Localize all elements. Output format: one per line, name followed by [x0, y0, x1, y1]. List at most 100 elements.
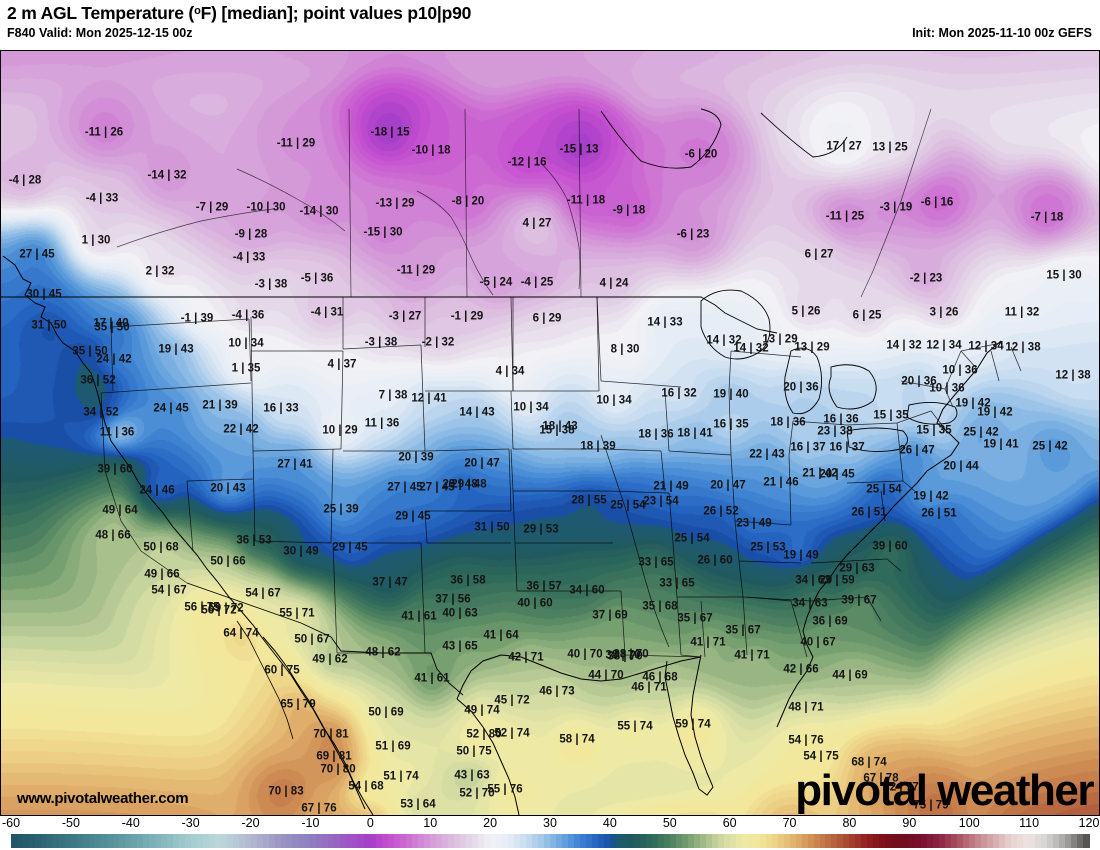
colorbar-segment [975, 834, 982, 848]
colorbar-segment [639, 834, 647, 848]
colorbar-segment [687, 834, 695, 848]
point-value-label: 12 | 34 [926, 339, 962, 352]
colorbar-segment [496, 834, 503, 848]
state-border [250, 316, 254, 452]
point-value-label: 55 | 74 [617, 720, 653, 733]
point-value-label: 29 | 48 [442, 478, 478, 491]
state-border [510, 390, 514, 450]
point-value-label: 34 | 60 [569, 584, 605, 597]
point-value-label: 37 | 69 [592, 609, 628, 622]
colorbar-segment [304, 834, 312, 848]
lake-michigan [784, 347, 822, 415]
colorbar-segment [472, 834, 479, 848]
colorbar-segment [94, 834, 102, 848]
point-value-label: 40 | 63 [442, 607, 478, 620]
point-value-label: 35 | 67 [725, 624, 761, 637]
state-border [990, 350, 1000, 382]
colorbar-segment [532, 834, 539, 848]
hudson-bay-east [760, 112, 848, 158]
point-value-label: -9 | 28 [234, 228, 268, 241]
colorbar-segment [555, 834, 563, 848]
province-border-ab-sk [348, 108, 352, 298]
point-value-label: 40 | 70 [567, 648, 603, 661]
point-value-label: -5 | 36 [300, 272, 334, 285]
colorbar-tick-90: 90 [902, 816, 917, 830]
point-value-label: 15 | 30 [1046, 269, 1082, 282]
point-value-label: 22 | 43 [749, 448, 785, 461]
state-border [788, 454, 792, 526]
colorbar-segment [1077, 834, 1084, 848]
colorbar-segment [418, 834, 425, 848]
colorbar-segment [1029, 834, 1036, 848]
colorbar-segment [783, 834, 791, 848]
point-value-label: -14 | 30 [299, 205, 339, 218]
point-value-label: 15 | 38 [539, 424, 575, 437]
point-value-label: 10 | 34 [596, 394, 632, 407]
point-value-label: 30 | 49 [283, 545, 319, 558]
point-value-label: 48 | 62 [365, 646, 401, 659]
colorbar-segment [502, 834, 509, 848]
colorbar-tick-60: 60 [722, 816, 737, 830]
point-value-label: 60 | 75 [264, 664, 300, 677]
point-value-label: 19 | 42 [955, 397, 991, 410]
state-border [728, 350, 732, 392]
point-value-label: 36 | 52 [80, 374, 116, 387]
point-value-label: -11 | 29 [276, 137, 316, 150]
colorbar-segment [591, 834, 599, 848]
colorbar-segment [825, 834, 833, 848]
lake-winnipeg [416, 190, 494, 296]
point-value-label: 12 | 34 [968, 340, 1004, 353]
colorbar-segment [70, 834, 78, 848]
point-value-label: 20 | 47 [710, 479, 746, 492]
state-border [420, 542, 426, 654]
point-value-label: 39 | 60 [97, 463, 133, 476]
colorbar-segment [484, 834, 491, 848]
point-value-label: 70 | 80 [320, 763, 356, 776]
colorbar-segment [526, 834, 533, 848]
colorbar-segment [807, 834, 815, 848]
point-value-label: 67 | 78 [863, 772, 899, 785]
point-value-label: -4 | 33 [85, 192, 119, 205]
colorbar-segment [579, 834, 587, 848]
colorbar-segment [322, 834, 329, 848]
point-value-label: 10 | 36 [942, 364, 978, 377]
colorbar-segment [202, 834, 210, 848]
point-value-label: 18 | 36 [638, 428, 674, 441]
point-value-label: 49 | 66 [144, 568, 180, 581]
point-value-label: 10 | 34 [513, 401, 549, 414]
point-value-label: 43 | 65 [442, 640, 478, 653]
point-value-label: 12 | 38 [1055, 369, 1091, 382]
point-value-label: 35 | 50 [94, 321, 130, 334]
colorbar-segment [388, 834, 395, 848]
colorbar-segment [148, 834, 156, 848]
state-border [514, 542, 518, 592]
state-border [902, 480, 918, 494]
point-value-label: 23 | 49 [736, 517, 772, 530]
point-value-label: 58 | 74 [559, 733, 595, 746]
state-border [900, 380, 946, 390]
colorbar-segment [603, 834, 611, 848]
colorbar-segment [867, 834, 874, 848]
state-border [896, 410, 932, 424]
colorbar-segment [795, 834, 803, 848]
point-value-label: 26 | 51 [921, 507, 957, 520]
colorbar-segment [843, 834, 851, 848]
state-border [596, 296, 602, 382]
weather-map[interactable]: -4 | 28 -11 | 26 -4 | 33 -14 | 32 -7 | 29 -10… [0, 50, 1100, 816]
colorbar-segment [663, 834, 671, 848]
point-value-label: 25 | 42 [963, 426, 999, 439]
point-value-label: 46 | 73 [539, 685, 575, 698]
state-border [880, 490, 886, 522]
point-value-label: -11 | 26 [84, 126, 124, 139]
point-value-label: 20 | 43 [210, 482, 246, 495]
point-value-label: 24 | 42 [96, 353, 132, 366]
state-border [424, 510, 428, 544]
point-value-label: 13 | 25 [872, 141, 908, 154]
colorbar-tick-40: 40 [602, 816, 617, 830]
point-value-label: 16 | 33 [263, 402, 299, 415]
colorbar-segment [256, 834, 264, 848]
colorbar-segment [969, 834, 976, 848]
colorbar-segment [448, 834, 455, 848]
point-value-label: 29 | 63 [839, 562, 875, 575]
colorbar-segment [208, 834, 216, 848]
